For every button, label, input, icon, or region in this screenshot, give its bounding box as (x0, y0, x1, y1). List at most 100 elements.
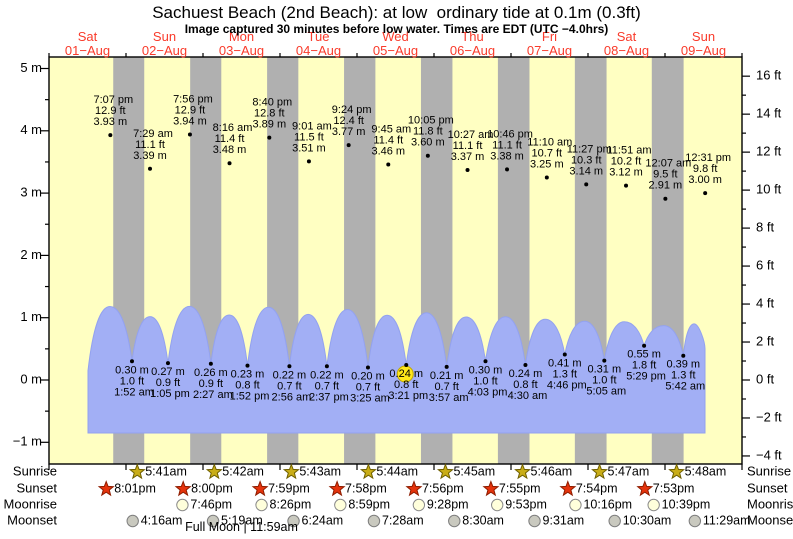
low-tide-height-ft: 1.0 ft (120, 375, 144, 387)
left-axis-tick-label: 2 m (20, 247, 42, 262)
high-tide-dot (465, 168, 470, 173)
high-tide-height-ft: 12.9 ft (95, 105, 126, 117)
high-tide-height-ft: 9.8 ft (693, 163, 717, 175)
sunrise-time: 5:48am (685, 464, 727, 478)
moonrise-moon-icon (176, 498, 189, 512)
moonrise-moon-icon (569, 498, 582, 512)
moonrise-time: 7:46pm (190, 497, 232, 511)
sunset-star-icon (405, 480, 423, 497)
left-axis-tick-label: 5 m (20, 60, 42, 75)
high-tide-height-ft: 11.4 ft (373, 134, 403, 146)
high-tide-dot (703, 191, 708, 196)
moonset-moon-icon (206, 514, 220, 528)
day-weekday-label: Sun (692, 29, 715, 44)
high-tide-time: 11:27 pm (567, 143, 612, 155)
low-tide-time: 5:29 pm (626, 371, 666, 383)
low-tide-height-m: 0.26 m (194, 367, 228, 379)
moonset-time: 11:29am (703, 513, 751, 527)
low-tide-time: 2:56 am (272, 391, 312, 403)
high-tide-height-m: 3.89 m (252, 119, 286, 131)
low-tide-height-ft: 0.7 ft (315, 380, 339, 392)
high-tide-height-ft: 9.5 ft (653, 169, 677, 181)
low-tide-time: 3:57 am (429, 392, 469, 404)
high-tide-dot (346, 143, 351, 148)
day-date-label: 02−Aug (142, 43, 187, 58)
high-tide-time: 9:01 am (292, 120, 332, 132)
full-moon-note: Full Moon | 11:59am (185, 520, 298, 534)
low-tide-height-ft: 0.9 ft (199, 378, 223, 390)
high-tide-dot (624, 183, 629, 188)
low-tide-height-m: 0.31 m (587, 364, 621, 376)
high-tide-height-m: 2.91 m (649, 180, 683, 192)
right-axis-tick-label: 0 ft (756, 371, 774, 386)
day-weekday-label: Wed (382, 29, 409, 44)
right-axis-tick-label: −4 ft (756, 447, 782, 462)
low-tide-dot (602, 358, 607, 363)
sunset-star-icon (482, 480, 500, 497)
low-tide-time: 1:52 pm (230, 391, 270, 403)
low-tide-height-ft: 1.8 ft (632, 360, 656, 372)
right-axis-tick-label: 16 ft (756, 68, 782, 83)
high-tide-height-ft: 10.7 ft (532, 148, 563, 160)
low-tide-height-m: 0.24 m (389, 368, 423, 380)
moonrise-time: 10:16pm (583, 497, 632, 511)
moonrise-moon-icon (647, 498, 660, 512)
high-tide-dot (386, 162, 391, 167)
day-weekday-label: Tue (308, 29, 330, 44)
low-tide-height-m: 0.55 m (627, 349, 661, 361)
sunset-time: 7:53pm (653, 481, 695, 495)
left-axis-tick-label: 3 m (20, 185, 42, 200)
moonset-moon-icon (287, 514, 300, 528)
high-tide-time: 10:27 am (448, 129, 494, 141)
high-tide-height-m: 3.25 m (530, 159, 564, 171)
sunrise-time: 5:42am (222, 464, 264, 478)
low-tide-height-ft: 1.0 ft (473, 375, 497, 387)
low-tide-height-m: 0.30 m (469, 364, 503, 376)
sunset-time: 7:56pm (422, 481, 464, 495)
high-tide-dot (425, 153, 430, 158)
high-tide-time: 10:46 pm (487, 128, 533, 140)
high-tide-time: 7:07 pm (93, 94, 133, 106)
day-date-label: 01−Aug (65, 43, 110, 58)
sunset-star-icon (174, 480, 192, 497)
high-tide-time: 10:05 pm (408, 115, 454, 127)
day-date-label: 04−Aug (296, 43, 341, 58)
sunrise-time: 5:43am (299, 464, 341, 478)
high-tide-dot (505, 167, 510, 172)
astro-row-label-right: Moonrise (747, 496, 793, 511)
moonset-time: 7:28am (382, 513, 424, 527)
high-tide-height-ft: 11.1 ft (492, 139, 522, 151)
high-tide-height-ft: 11.4 ft (215, 133, 245, 145)
sunrise-time: 5:47am (608, 464, 650, 478)
high-tide-time: 11:10 am (527, 137, 572, 149)
moonset-moon-icon (448, 514, 461, 528)
high-tide-dot (148, 166, 153, 171)
high-tide-height-ft: 12.4 ft (333, 115, 364, 127)
low-tide-dot (365, 365, 370, 370)
high-tide-height-ft: 11.1 ft (135, 139, 165, 151)
day-weekday-label: Fri (542, 29, 557, 44)
moonset-time: 8:30am (462, 513, 504, 527)
right-axis-tick-label: 12 ft (756, 144, 782, 159)
low-tide-time: 3:21 pm (388, 390, 428, 402)
left-axis-tick-label: −1 m (13, 434, 42, 449)
low-tide-time: 5:05 am (586, 386, 626, 398)
high-tide-height-m: 3.60 m (411, 137, 445, 149)
low-tide-time: 4:30 am (508, 390, 548, 402)
sunrise-time: 5:46am (531, 464, 573, 478)
high-tide-height-m: 3.51 m (292, 142, 326, 154)
sunrise-time: 5:41am (145, 464, 187, 478)
sunset-time: 7:59pm (268, 481, 310, 495)
low-tide-dot (483, 359, 488, 364)
low-tide-time: 2:37 pm (309, 391, 349, 403)
moonset-moon-icon (367, 514, 381, 528)
low-tide-height-m: 0.24 m (509, 368, 543, 380)
high-tide-dot (663, 196, 668, 201)
low-tide-time: 4:03 pm (468, 386, 508, 398)
sunrise-time: 5:45am (453, 464, 495, 478)
moonset-moon-icon (528, 514, 541, 528)
low-tide-dot (245, 363, 250, 368)
high-tide-height-m: 3.93 m (94, 116, 128, 128)
low-tide-dot (129, 359, 134, 364)
